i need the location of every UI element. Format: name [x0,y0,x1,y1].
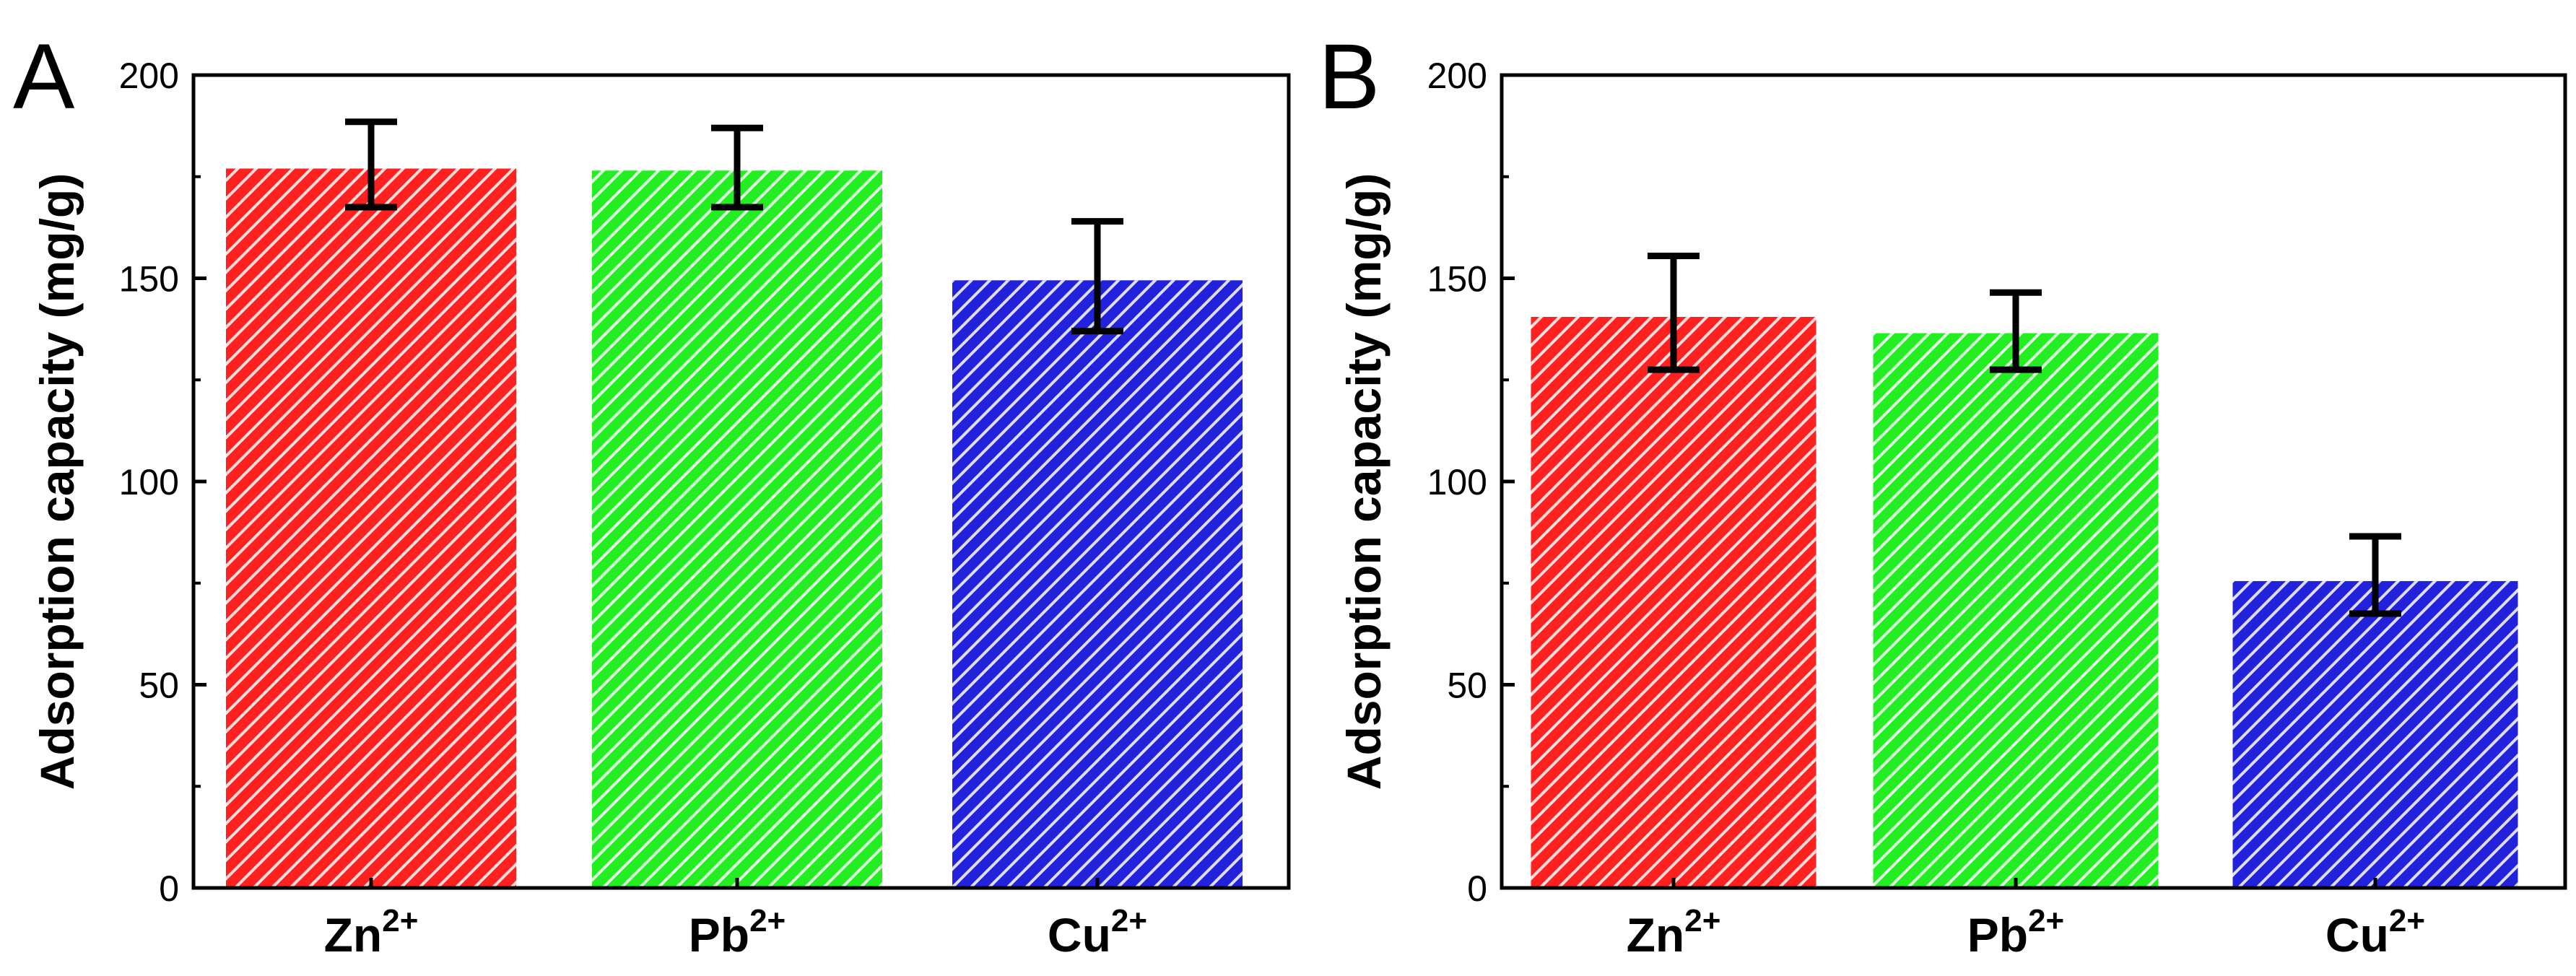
panel-b-y-axis: 0 50 100 150 200 [1427,56,1515,909]
panel-a-x-axis: Zn2+ Pb2+ Cu2+ [324,878,1147,962]
y-tick-label: 100 [1427,462,1487,502]
panel-a-errorbars [345,118,1123,335]
bar-hatch [226,168,516,889]
x-tick-label: Zn2+ [324,903,419,962]
y-tick-label: 0 [1467,868,1487,909]
bar-hatch [1873,333,2159,888]
y-tick-label: 150 [119,259,179,300]
y-tick-label: 0 [159,868,179,909]
panel-a-y-axis: 0 50 100 150 200 [119,56,206,909]
bar-hatch [952,280,1243,888]
x-tick-label: Zn2+ [1627,903,1721,962]
panel-b-y-axis-label: Adsorption capacity (mg/g) [1337,173,1391,790]
panel-a: A 0 50 100 150 200 Zn2+ Pb2+ Cu2+ Adsorption c… [13,25,1291,962]
y-tick-label: 200 [119,56,179,96]
x-tick-label: Pb2+ [1967,903,2065,962]
panel-a-bars [226,168,1243,889]
panel-b: B 0 50 100 150 200 Zn2+ Pb2+ Cu2+ Adsorption c… [1318,25,2567,962]
y-tick-label: 50 [1447,666,1487,706]
y-tick-label: 200 [1427,56,1487,96]
panel-label-b: B [1318,25,1380,128]
x-tick-label: Cu2+ [1048,903,1147,962]
panel-b-bars [1531,316,2518,888]
x-tick-label: Cu2+ [2325,903,2425,962]
panel-b-errorbars [1648,253,2401,617]
y-tick-label: 100 [119,462,179,502]
x-tick-label: Pb2+ [689,903,786,962]
bar-hatch [592,170,882,888]
panel-a-y-axis-label: Adsorption capacity (mg/g) [30,173,84,790]
bar-hatch [2232,580,2518,888]
panel-label-a: A [13,25,75,128]
y-tick-label: 150 [1427,259,1487,300]
y-tick-label: 50 [139,666,179,706]
panel-b-x-axis: Zn2+ Pb2+ Cu2+ [1627,878,2425,962]
bar-hatch [1531,316,1816,888]
